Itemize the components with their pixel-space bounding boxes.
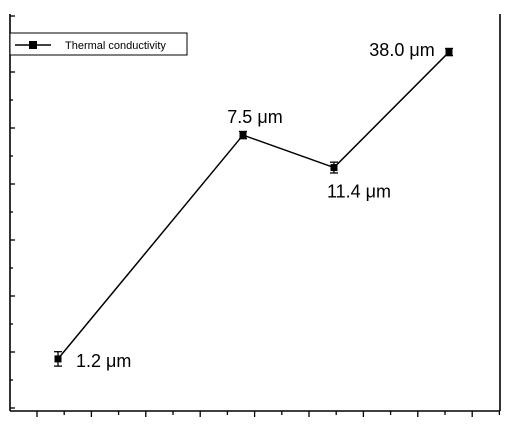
legend-box bbox=[9, 32, 188, 56]
point-label: 38.0 μm bbox=[369, 40, 434, 60]
series-line-thermal-conductivity bbox=[57, 51, 450, 360]
legend-label: Thermal conductivity bbox=[65, 40, 166, 52]
series-layer bbox=[54, 47, 453, 367]
point-labels: 1.2 μm 7.5 μm 11.4 μm 38.0 μm bbox=[76, 40, 435, 371]
data-point-marker bbox=[445, 48, 453, 56]
axes bbox=[9, 14, 501, 417]
point-label: 1.2 μm bbox=[76, 351, 131, 371]
legend-marker-swatch bbox=[29, 41, 37, 49]
point-label: 7.5 μm bbox=[227, 107, 282, 127]
data-point-marker bbox=[54, 355, 62, 363]
data-point-marker bbox=[239, 131, 247, 139]
data-point-marker bbox=[330, 164, 338, 172]
point-label: 11.4 μm bbox=[327, 182, 391, 202]
legend: Thermal conductivity bbox=[9, 32, 188, 56]
